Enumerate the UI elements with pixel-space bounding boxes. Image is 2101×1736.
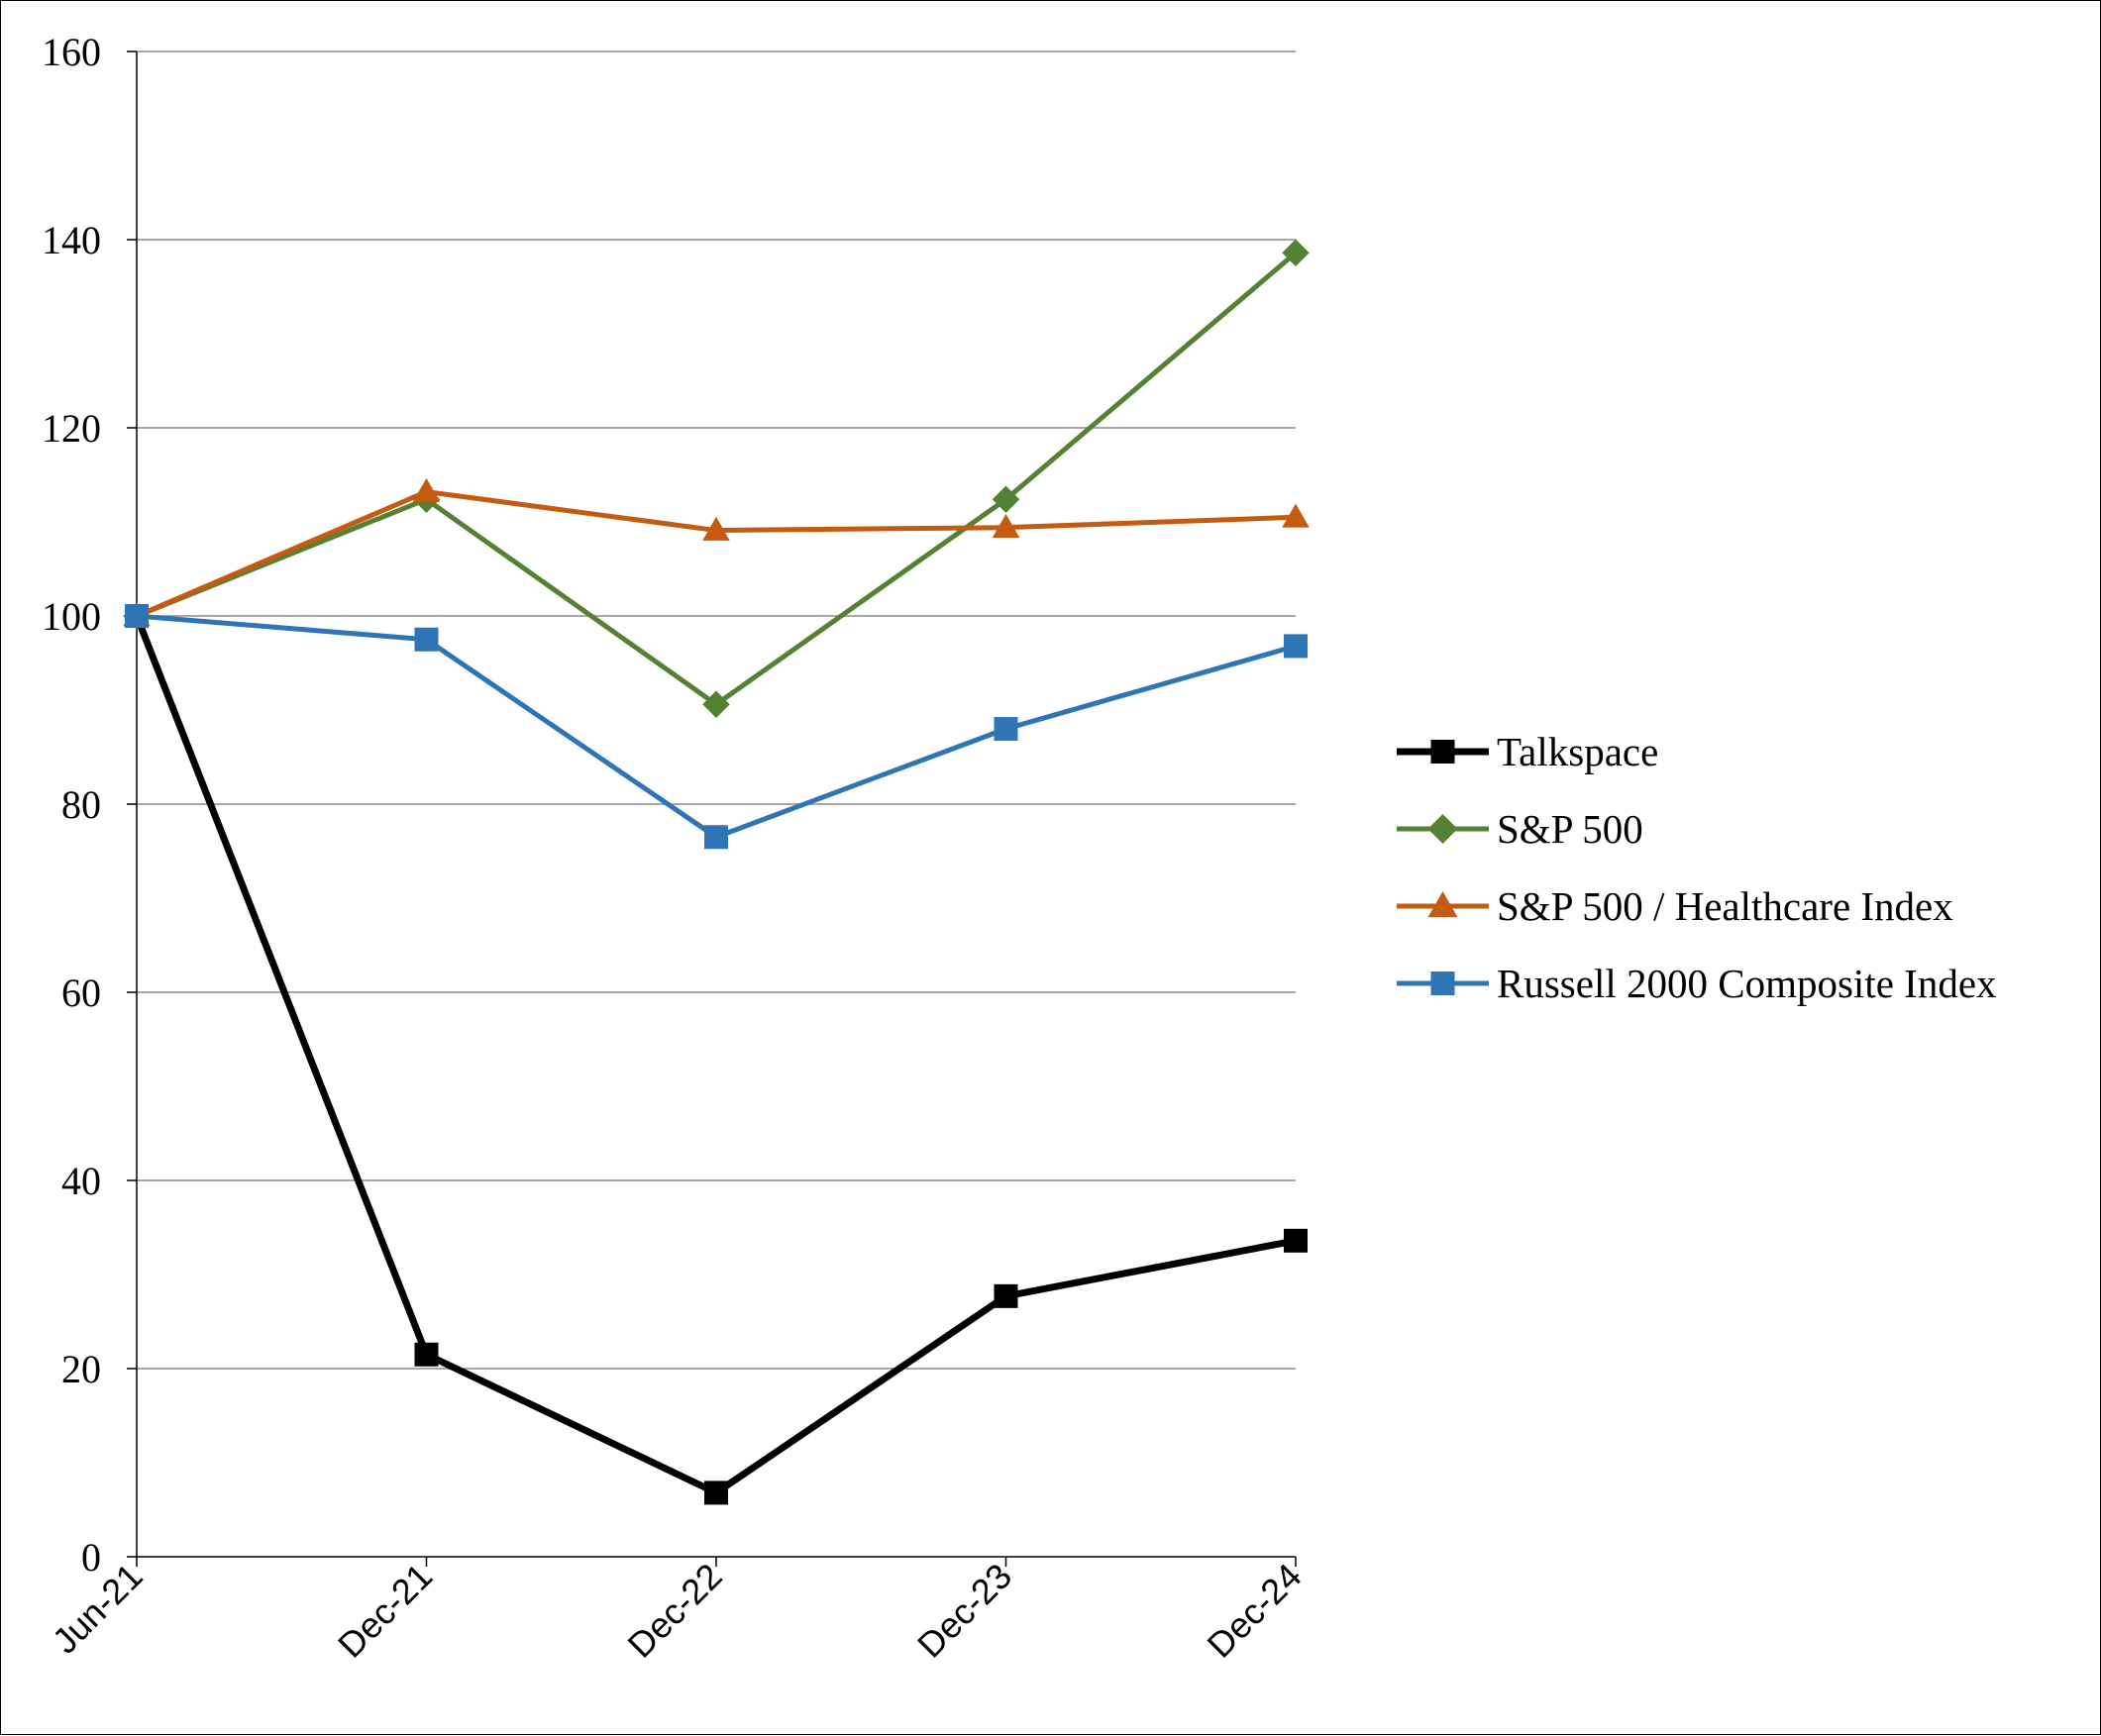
- legend-item: S&P 500: [1397, 806, 1643, 852]
- y-axis-ticks: 0 20 40 60 80 100 120 140 160: [42, 30, 137, 1580]
- data-point-marker: [414, 627, 439, 652]
- data-point-marker: [414, 1342, 439, 1367]
- y-tick-label: 0: [81, 1535, 101, 1580]
- legend-label: S&P 500 / Healthcare Index: [1497, 883, 1953, 929]
- data-point-marker: [702, 516, 730, 541]
- y-tick-label: 120: [42, 406, 101, 451]
- legend-marker-swatch: [1427, 891, 1458, 918]
- data-point-marker: [992, 485, 1020, 513]
- series-lines: [123, 239, 1310, 1505]
- y-tick-label: 100: [42, 594, 101, 639]
- y-tick-label: 140: [42, 218, 101, 262]
- data-point-marker: [412, 477, 441, 502]
- data-point-marker: [125, 604, 149, 628]
- data-point-marker: [994, 1283, 1018, 1308]
- gridlines: [137, 51, 1296, 1370]
- y-tick-label: 40: [61, 1159, 101, 1203]
- x-tick-label: Dec-21: [330, 1556, 440, 1666]
- data-point-marker: [994, 717, 1018, 741]
- data-point-marker: [1284, 634, 1308, 659]
- series-line: [133, 614, 1297, 1496]
- data-point-marker: [992, 513, 1020, 539]
- legend-marker-swatch: [1430, 971, 1455, 995]
- data-point-marker: [702, 690, 730, 719]
- x-tick-label: Dec-22: [620, 1556, 730, 1666]
- y-tick-label: 80: [61, 782, 101, 827]
- legend-label: S&P 500: [1497, 806, 1643, 852]
- data-point-marker: [704, 825, 728, 850]
- data-point-marker: [704, 1481, 728, 1505]
- series-line: [136, 251, 1298, 707]
- x-axis-ticks: Jun-21 Dec-21 Dec-22 Dec-23 Dec-24: [45, 1556, 1310, 1666]
- legend: Talkspace S&P 500 S&P 500 / Healthcare Ind…: [1397, 729, 1997, 1006]
- legend-item: Russell 2000 Composite Index: [1397, 961, 1997, 1006]
- data-point-marker: [1282, 239, 1310, 267]
- y-tick-label: 20: [61, 1347, 101, 1391]
- legend-item: Talkspace: [1397, 729, 1658, 774]
- data-point-marker: [1284, 1228, 1308, 1253]
- legend-marker-swatch: [1427, 814, 1458, 844]
- x-tick-label: Dec-23: [909, 1556, 1019, 1666]
- x-tick-label: Dec-24: [1200, 1556, 1310, 1666]
- data-point-marker: [1282, 503, 1310, 528]
- legend-marker-swatch: [1430, 740, 1455, 764]
- series-line: [136, 489, 1297, 619]
- legend-label: Talkspace: [1497, 729, 1658, 774]
- y-tick-label: 160: [42, 30, 101, 74]
- legend-item: S&P 500 / Healthcare Index: [1397, 883, 1953, 929]
- legend-label: Russell 2000 Composite Index: [1497, 961, 1997, 1006]
- y-tick-label: 60: [61, 970, 101, 1015]
